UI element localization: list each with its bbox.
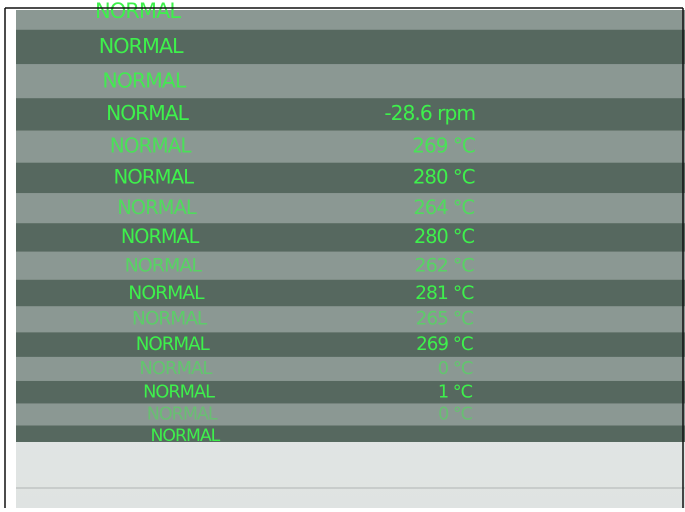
status-cell: NORMAL [110,133,193,157]
status-cell: NORMAL [121,225,200,248]
table-row [16,404,685,426]
table-row [16,306,685,332]
value-cell: 280 °C [413,166,475,189]
table-row [16,280,685,307]
status-cell: NORMAL [117,196,197,219]
status-cell: NORMAL [99,34,184,58]
value-cell: 1 °C [438,382,473,402]
status-cell: NORMAL [114,166,195,189]
status-cell: NORMAL [139,358,212,379]
photo: NORMALNORMALNORMALNORMAL-28.6 rpmNORMAL2… [0,0,685,508]
value-cell: 269 °C [412,133,475,157]
table-row [16,223,685,252]
value-cell: 262 °C [415,254,475,276]
status-cell: NORMAL [106,101,189,125]
status-cell: NORMAL [95,0,181,23]
status-cell: NORMAL [132,309,208,330]
value-cell: 0 °C [438,405,472,425]
status-cell: NORMAL [151,426,221,446]
table-row [16,357,685,381]
status-cell: NORMAL [128,283,205,304]
status-cell: NORMAL [125,254,203,276]
value-cell: 264 °C [413,196,474,219]
status-cell: NORMAL [102,68,186,92]
table-row [16,252,685,280]
status-cell: NORMAL [147,405,218,425]
value-cell: -28.6 rpm [384,101,475,125]
value-cell: 280 °C [414,225,474,248]
value-cell: 281 °C [415,283,474,304]
table-row [16,381,685,404]
value-cell: 265 °C [416,309,473,330]
value-cell: 0 °C [438,358,473,379]
status-cell: NORMAL [136,334,211,355]
value-cell: 269 °C [416,334,473,355]
table-row [16,332,685,357]
status-cell: NORMAL [143,382,215,402]
table-row [16,425,685,442]
